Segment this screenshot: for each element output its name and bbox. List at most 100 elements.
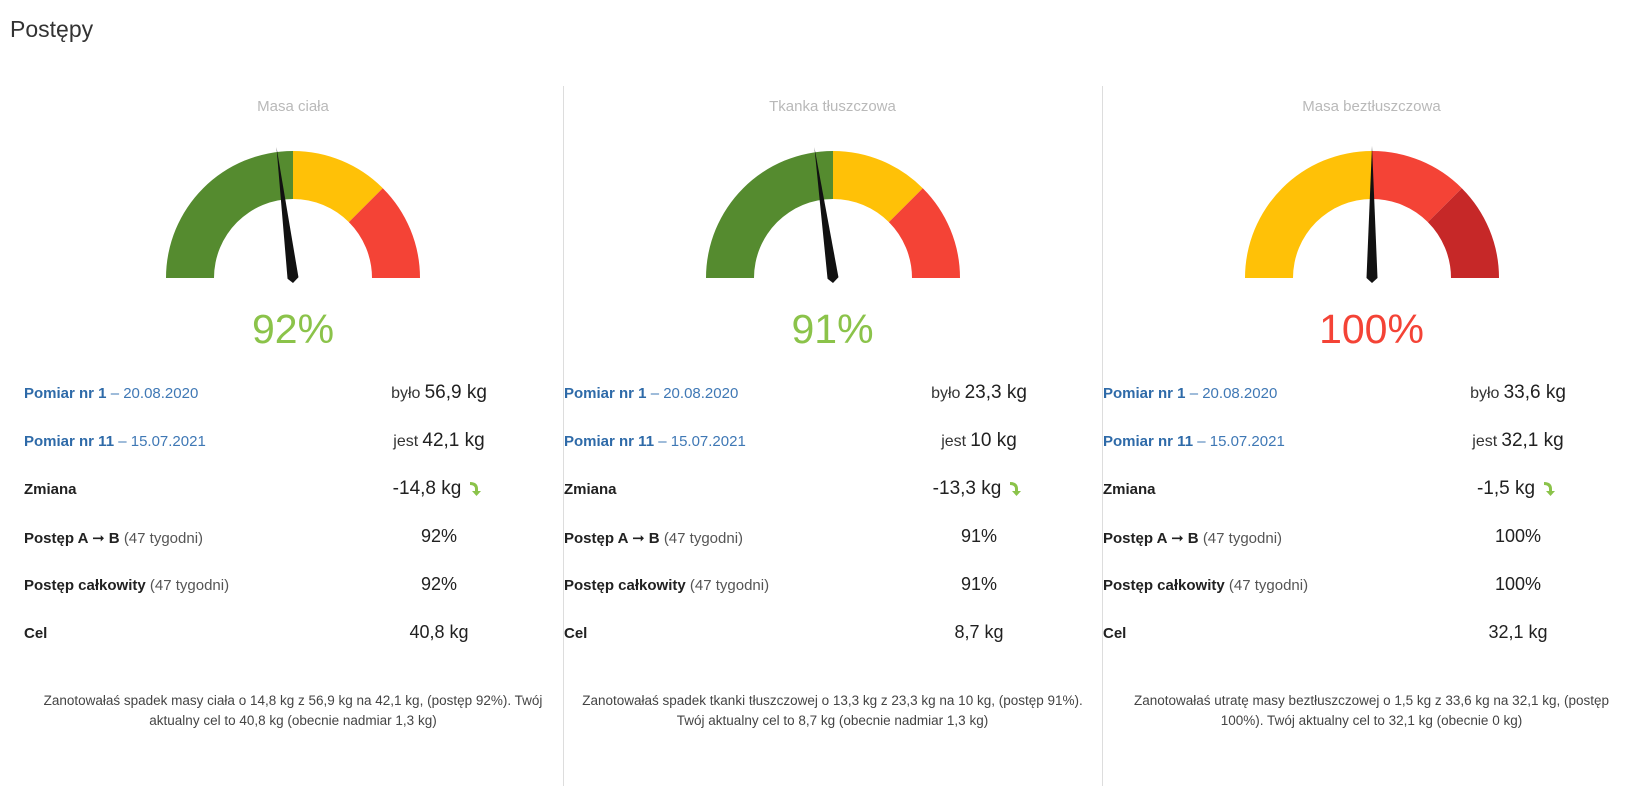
change-label: Zmiana: [564, 481, 617, 498]
measure-1-value: 56,9 kg: [424, 382, 487, 403]
row-progress-ab: Postęp A ➞ B (47 tygodni) 92%: [24, 525, 562, 551]
row-progress-ab: Postęp A ➞ B (47 tygodni) 100%: [1103, 525, 1627, 551]
is-prefix: jest: [393, 433, 419, 450]
summary-text: Zanotowałaś spadek masy ciała o 14,8 kg …: [43, 693, 543, 728]
progress-ab-value: 100%: [1494, 526, 1542, 546]
change-label: Zmiana: [1103, 481, 1156, 498]
progress-ab-weeks: (47 tygodni): [663, 530, 744, 547]
measure-1-link[interactable]: Pomiar nr 1 – 20.08.2020: [564, 385, 738, 402]
row-change: Zmiana -1,5 kg: [1103, 477, 1627, 503]
gauge-needle: [1366, 146, 1378, 283]
measure-2-value: 10 kg: [970, 430, 1017, 451]
progress-ab-label: Postęp A ➞ B: [564, 530, 660, 547]
goal-value: 40,8 kg: [409, 622, 469, 642]
gauge-segment-high: [348, 188, 420, 278]
progress-total-weeks: (47 tygodni): [689, 577, 770, 594]
page-title: Postępy: [10, 16, 94, 42]
change-label: Zmiana: [24, 481, 77, 498]
gauge-percent: 100%: [1319, 306, 1424, 352]
measure-2-value: 42,1 kg: [422, 430, 485, 451]
measure-2-label: Pomiar nr 11: [1103, 433, 1194, 450]
progress-total-value: 100%: [1494, 574, 1542, 594]
panel-fat-tissue: Tkanka tłuszczowa 91% Pomiar nr 1 – 20.0…: [563, 86, 1101, 786]
arrow-down-icon: [1010, 482, 1022, 496]
progress-ab-weeks: (47 tygodni): [1202, 530, 1283, 547]
measure-1-date: – 20.08.2020: [110, 385, 199, 402]
change-value: -14,8 kg: [392, 478, 462, 499]
measure-2-date: – 15.07.2021: [118, 433, 206, 450]
measure-1-value: 33,6 kg: [1503, 382, 1566, 403]
row-measure-2: Pomiar nr 11 – 15.07.2021 jest 10 kg: [564, 429, 1101, 455]
progress-total-value: 92%: [420, 574, 458, 594]
measure-1-link[interactable]: Pomiar nr 1 – 20.08.2020: [24, 385, 198, 402]
progress-total-label: Postęp całkowity: [1103, 577, 1225, 594]
gauge-segment-mid: [293, 151, 383, 223]
row-measure-2: Pomiar nr 11 – 15.07.2021 jest 42,1 kg: [24, 429, 562, 455]
measure-1-link[interactable]: Pomiar nr 1 – 20.08.2020: [1103, 385, 1277, 402]
measure-1-value: 23,3 kg: [964, 382, 1027, 403]
progress-ab-value: 91%: [960, 526, 998, 546]
progress-ab-label: Postęp A ➞ B: [24, 530, 120, 547]
measure-1-label: Pomiar nr 1: [564, 385, 647, 402]
row-goal: Cel 40,8 kg: [24, 621, 562, 647]
gauge-title: Tkanka tłuszczowa: [769, 98, 896, 115]
gauge-segment-low: [1245, 151, 1372, 278]
progress-total-label: Postęp całkowity: [24, 577, 146, 594]
progress-ab-weeks: (47 tygodni): [123, 530, 204, 547]
row-measure-2: Pomiar nr 11 – 15.07.2021 jest 32,1 kg: [1103, 429, 1627, 455]
measure-2-link[interactable]: Pomiar nr 11 – 15.07.2021: [1103, 433, 1285, 450]
gauge-chart: [166, 147, 420, 283]
is-prefix: jest: [941, 433, 967, 450]
measure-2-label: Pomiar nr 11: [24, 433, 115, 450]
row-change: Zmiana -13,3 kg: [564, 477, 1101, 503]
row-goal: Cel 32,1 kg: [1103, 621, 1627, 647]
gauge-title: Masa beztłuszczowa: [1302, 98, 1441, 115]
row-goal: Cel 8,7 kg: [564, 621, 1101, 647]
summary-text: Zanotowałaś spadek tkanki tłuszczowej o …: [582, 693, 1083, 728]
progress-ab-label: Postęp A ➞ B: [1103, 530, 1199, 547]
change-value: -13,3 kg: [932, 478, 1002, 499]
measure-2-link[interactable]: Pomiar nr 11 – 15.07.2021: [24, 433, 206, 450]
gauge-segment-mid: [1372, 151, 1462, 223]
measure-2-value: 32,1 kg: [1501, 430, 1564, 451]
row-progress-total: Postęp całkowity (47 tygodni) 100%: [1103, 573, 1627, 599]
progress-total-weeks: (47 tygodni): [149, 577, 230, 594]
goal-label: Cel: [24, 625, 48, 642]
goal-value: 8,7 kg: [954, 622, 1004, 642]
gauge-segment-high: [1427, 188, 1499, 278]
was-prefix: było: [931, 385, 961, 402]
row-measure-1: Pomiar nr 1 – 20.08.2020 było 56,9 kg: [24, 381, 562, 407]
progress-ab-value: 92%: [420, 526, 458, 546]
goal-value: 32,1 kg: [1488, 622, 1548, 642]
row-change: Zmiana -14,8 kg: [24, 477, 562, 503]
change-value: -1,5 kg: [1476, 478, 1536, 499]
measure-2-link[interactable]: Pomiar nr 11 – 15.07.2021: [564, 433, 746, 450]
measure-2-date: – 15.07.2021: [1197, 433, 1285, 450]
gauge-segment-mid: [833, 151, 923, 223]
gauge-segment-high: [888, 188, 960, 278]
row-progress-total: Postęp całkowity (47 tygodni) 91%: [564, 573, 1101, 599]
gauge-needle: [276, 147, 299, 283]
measure-1-label: Pomiar nr 1: [24, 385, 107, 402]
arrow-down-icon: [1544, 482, 1556, 496]
gauge-percent: 92%: [251, 306, 335, 352]
goal-label: Cel: [564, 625, 588, 642]
measure-1-date: – 20.08.2020: [1189, 385, 1278, 402]
summary-text: Zanotowałaś utratę masy beztłuszczowej o…: [1133, 693, 1609, 728]
was-prefix: było: [391, 385, 421, 402]
gauge-percent: 91%: [791, 306, 874, 352]
row-measure-1: Pomiar nr 1 – 20.08.2020 było 33,6 kg: [1103, 381, 1627, 407]
gauge-chart: [1245, 146, 1499, 283]
goal-label: Cel: [1103, 625, 1127, 642]
gauge-title: Masa ciała: [257, 98, 329, 115]
measure-1-label: Pomiar nr 1: [1103, 385, 1186, 402]
arrow-down-icon: [470, 482, 482, 496]
row-progress-ab: Postęp A ➞ B (47 tygodni) 91%: [564, 525, 1101, 551]
gauge-segment-low: [166, 151, 293, 278]
row-progress-total: Postęp całkowity (47 tygodni) 92%: [24, 573, 562, 599]
measure-1-date: – 20.08.2020: [650, 385, 739, 402]
gauge-needle: [814, 147, 839, 283]
progress-total-label: Postęp całkowity: [564, 577, 686, 594]
was-prefix: było: [1470, 385, 1500, 402]
gauge-segment-low: [706, 151, 833, 278]
